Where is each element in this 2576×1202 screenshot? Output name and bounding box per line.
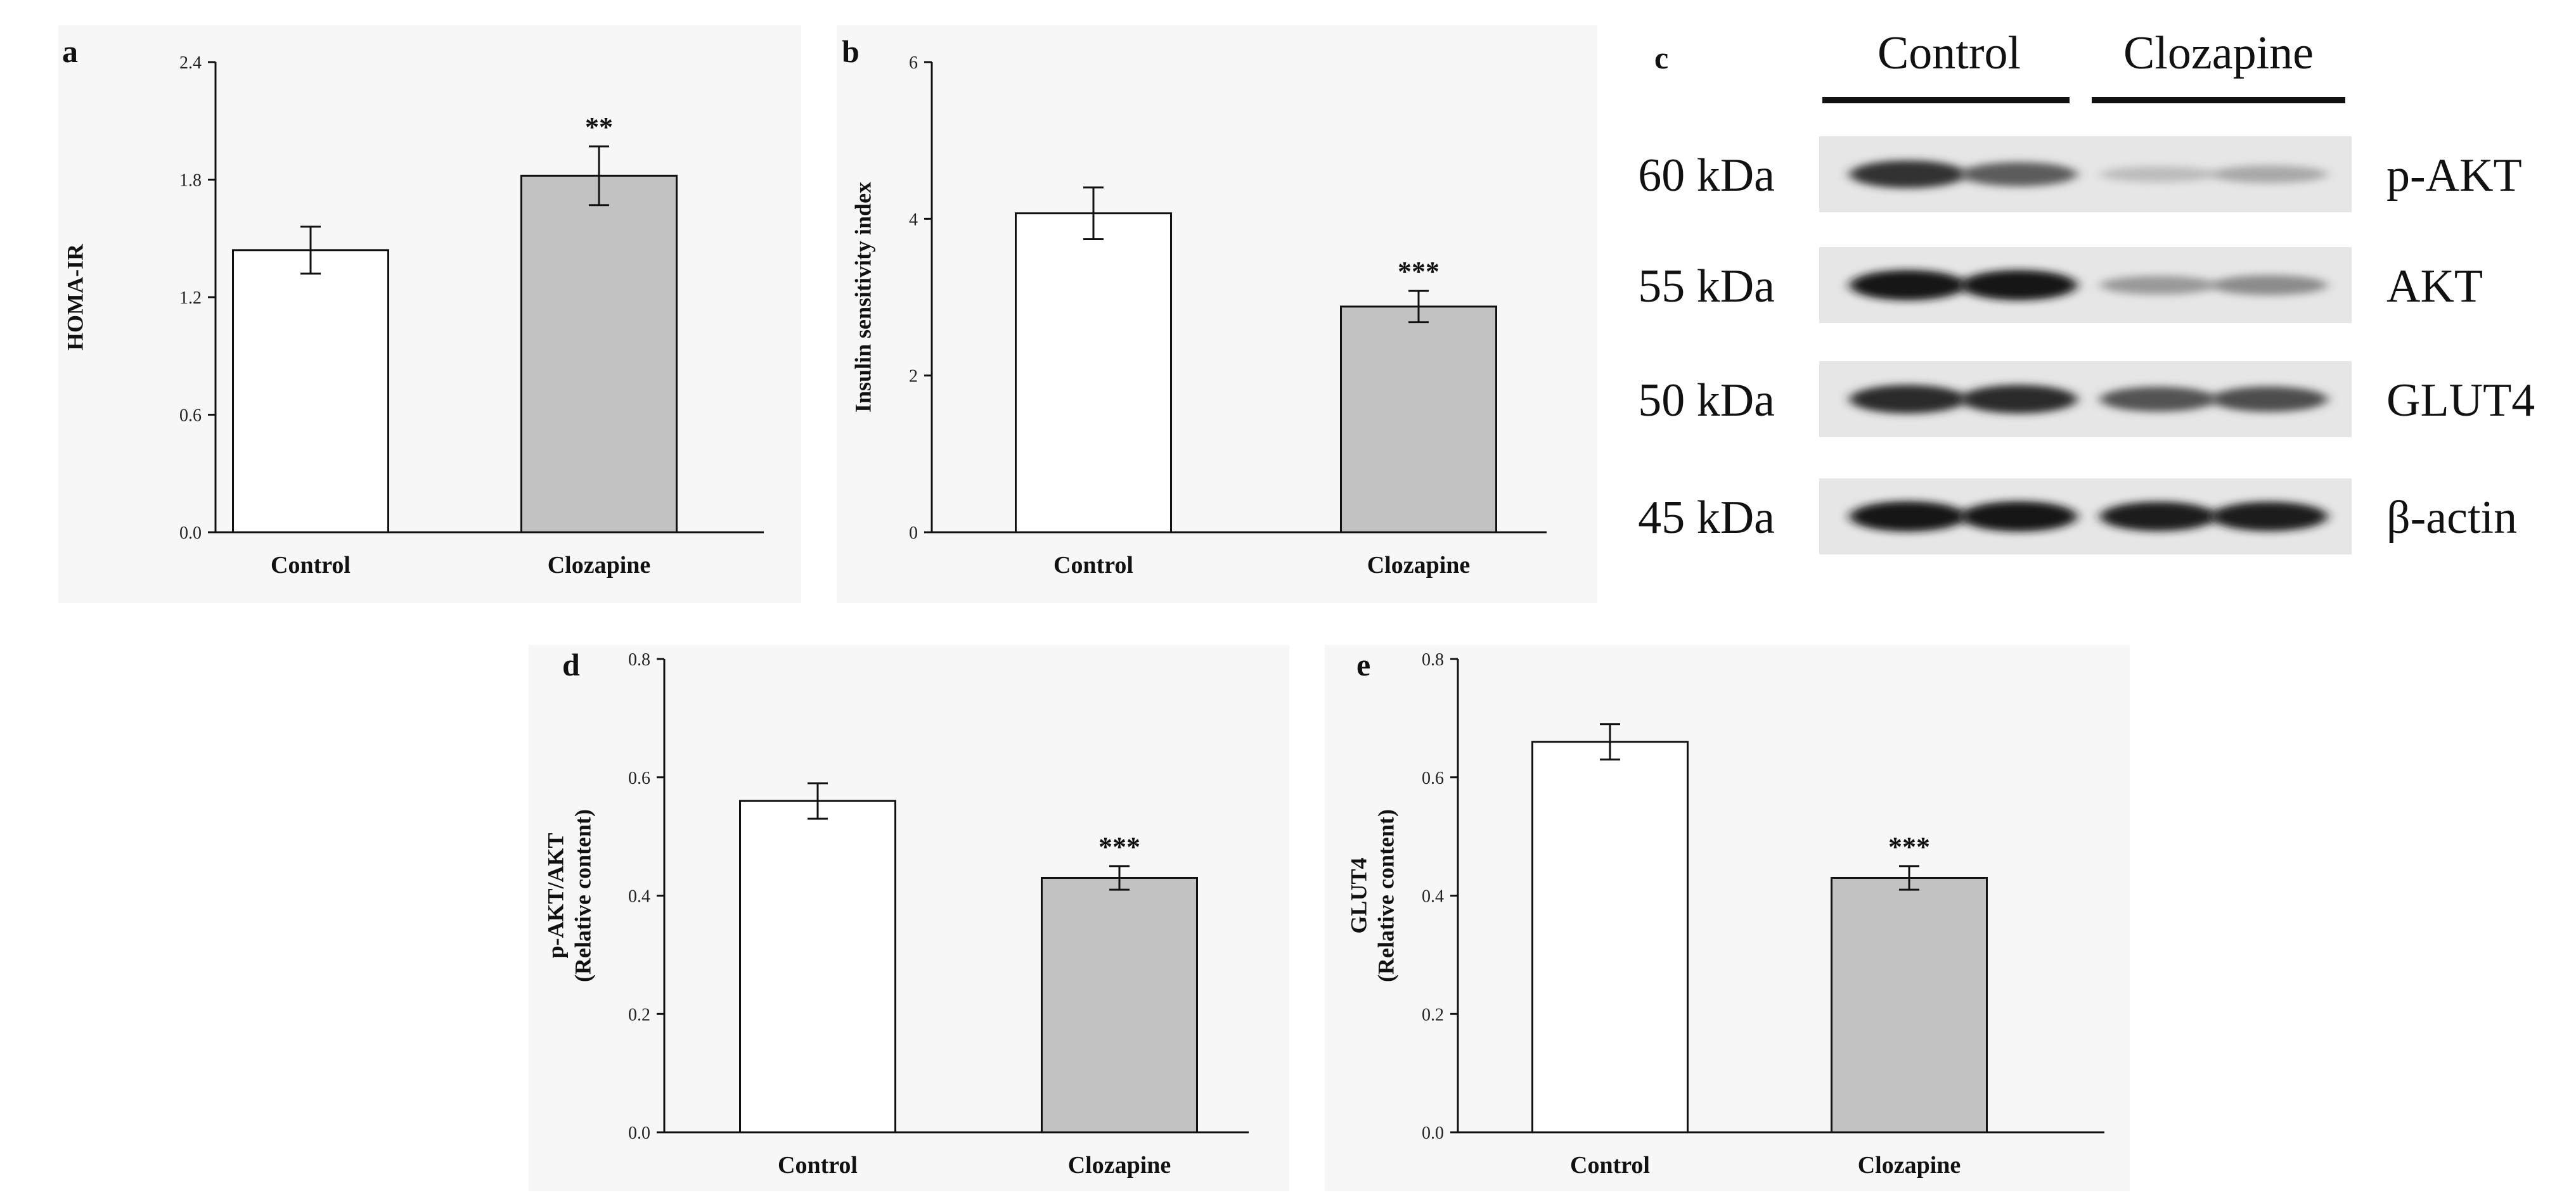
blot-band [1850, 501, 1966, 532]
chart-panel-a: a 0.0 0.6 1.2 1.8 2.4 Control ** Clozapine HOMA-… [58, 25, 801, 603]
category-label: Clozapine [1367, 552, 1471, 579]
western-blot-panel-c: c Control Clozapine 60 kDa p-AKT 55 kDa AKT 50… [1638, 27, 2535, 554]
y-axis-label: HOMA-IR [62, 243, 87, 350]
blot-band [2100, 166, 2217, 182]
chart-panel-e: e 0.0 0.2 0.4 0.6 0.8 Control *** Clozapine GLUT… [1325, 645, 2130, 1191]
y-tick-label: 4 [909, 210, 918, 229]
y-tick-label: 0 [909, 523, 918, 543]
y-tick-label: 6 [909, 53, 918, 73]
blot-row-p-akt: 60 kDa p-AKT [1638, 136, 2522, 212]
significance-marker: ** [585, 112, 613, 143]
panel-background [58, 25, 801, 603]
blot-size-label: 55 kDa [1638, 260, 1775, 312]
y-tick-label: 0.0 [1422, 1123, 1444, 1143]
category-label: Control [1053, 552, 1133, 579]
y-axis-label: p-AKT/AKT [543, 833, 568, 958]
chart-panel-b: b 0 2 4 6 Control *** Clozapine Insulin sensiti… [837, 25, 1597, 603]
panel-letter: b [842, 34, 860, 69]
category-label: Control [1570, 1152, 1650, 1179]
blot-row-glut4: 50 kDa GLUT4 [1638, 361, 2535, 437]
y-axis-label: Insulin sensitivity index [850, 182, 875, 412]
bar-control [232, 249, 389, 534]
y-tick-label: 1.8 [179, 171, 202, 191]
category-label: Clozapine [1068, 1152, 1171, 1179]
blot-size-label: 50 kDa [1638, 374, 1775, 426]
bar-clozapine [1340, 305, 1497, 534]
y-tick-label: 0.6 [179, 406, 202, 426]
blot-band [1961, 385, 2077, 414]
bar-clozapine [1041, 876, 1198, 1134]
panel-letter: a [62, 34, 78, 69]
blot-row--actin: 45 kDa β-actin [1638, 478, 2517, 554]
blot-size-label: 45 kDa [1638, 492, 1775, 544]
y-axis-label-secondary: (Relative content) [570, 809, 595, 982]
significance-marker: *** [1398, 256, 1439, 287]
blot-band [2100, 276, 2217, 295]
blot-group-label: Control [1877, 27, 2021, 79]
significance-marker: *** [1098, 831, 1140, 862]
panel-letter: c [1654, 40, 1668, 75]
y-tick-label: 0.8 [1422, 650, 1444, 670]
y-tick-label: 0.0 [179, 523, 202, 543]
blot-band [2211, 501, 2328, 532]
significance-marker: *** [1888, 831, 1930, 862]
blot-band [2100, 387, 2217, 412]
panel-background [1325, 645, 2130, 1191]
blot-band [1961, 501, 2077, 532]
y-tick-label: 0.6 [1422, 769, 1444, 788]
blot-band [2211, 165, 2328, 183]
y-tick-label: 0.0 [628, 1123, 650, 1143]
blot-band [1850, 160, 1966, 188]
y-tick-label: 0.8 [628, 650, 650, 670]
y-tick-label: 0.4 [628, 887, 650, 907]
blot-band [2211, 275, 2328, 295]
blot-size-label: 60 kDa [1638, 150, 1775, 201]
blot-band [1850, 270, 1966, 300]
category-label: Control [271, 552, 351, 579]
panel-letter: d [562, 647, 580, 682]
bar-control [739, 800, 896, 1134]
blot-band [1961, 162, 2077, 187]
blot-protein-label: GLUT4 [2386, 374, 2535, 426]
y-tick-label: 0.2 [628, 1005, 650, 1025]
y-tick-label: 1.2 [179, 288, 202, 308]
bar-clozapine [520, 174, 678, 534]
chart-panel-d: d 0.0 0.2 0.4 0.6 0.8 Control *** Clozapine p-AK… [529, 645, 1289, 1191]
y-axis-label: GLUT4 [1346, 857, 1371, 933]
y-tick-label: 2 [909, 367, 918, 387]
bar-clozapine [1831, 876, 1988, 1134]
panel-letter: e [1356, 647, 1370, 682]
y-tick-label: 0.6 [628, 769, 650, 788]
blot-band [2211, 386, 2328, 412]
blot-band [1961, 270, 2077, 300]
blot-protein-label: β-actin [2386, 492, 2517, 544]
y-tick-label: 2.4 [179, 53, 202, 73]
y-tick-label: 0.4 [1422, 887, 1444, 907]
category-label: Clozapine [1858, 1152, 1961, 1179]
blot-protein-label: p-AKT [2386, 150, 2522, 201]
blot-group-label: Clozapine [2123, 27, 2314, 79]
category-label: Control [778, 1152, 858, 1179]
blot-band [1850, 385, 1966, 414]
y-axis-label-secondary: (Relative content) [1373, 809, 1398, 982]
y-tick-label: 0.2 [1422, 1005, 1444, 1025]
blot-protein-label: AKT [2386, 260, 2483, 312]
category-label: Clozapine [548, 552, 651, 579]
bar-control [1531, 741, 1689, 1134]
blot-band [2100, 501, 2217, 532]
bar-control [1015, 212, 1172, 534]
blot-row-akt: 55 kDa AKT [1638, 247, 2483, 323]
